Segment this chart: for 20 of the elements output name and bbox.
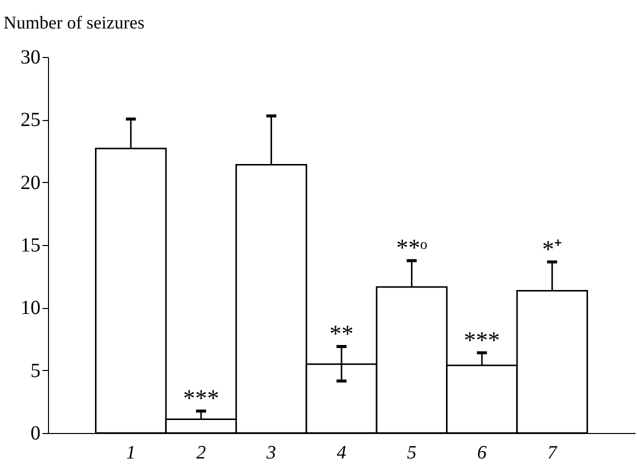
y-tick-label: 0 bbox=[30, 422, 40, 444]
annotation: **ᵒ bbox=[396, 236, 428, 262]
annotation: *⁺ bbox=[542, 236, 562, 263]
y-tick-label: 25 bbox=[20, 109, 40, 132]
x-tick-label: 2 bbox=[196, 442, 206, 464]
x-tick-label: 5 bbox=[406, 442, 416, 464]
annotation: *** bbox=[183, 386, 220, 412]
annotation: *** bbox=[464, 328, 500, 354]
y-tick-label: 10 bbox=[20, 297, 40, 320]
y-axis-title: Number of seizures bbox=[4, 12, 144, 32]
y-tick-label: 15 bbox=[20, 234, 40, 256]
x-tick-label: 6 bbox=[477, 442, 488, 464]
x-tick-label: 4 bbox=[336, 442, 347, 464]
x-tick-label: 1 bbox=[126, 442, 136, 464]
y-tick-label: 30 bbox=[20, 46, 40, 68]
y-tick-label: 5 bbox=[30, 360, 40, 382]
y-tick-label: 20 bbox=[20, 172, 40, 194]
x-tick-label: 3 bbox=[266, 442, 276, 464]
annotation: ** bbox=[330, 322, 354, 348]
x-tick-label: 7 bbox=[547, 442, 558, 464]
